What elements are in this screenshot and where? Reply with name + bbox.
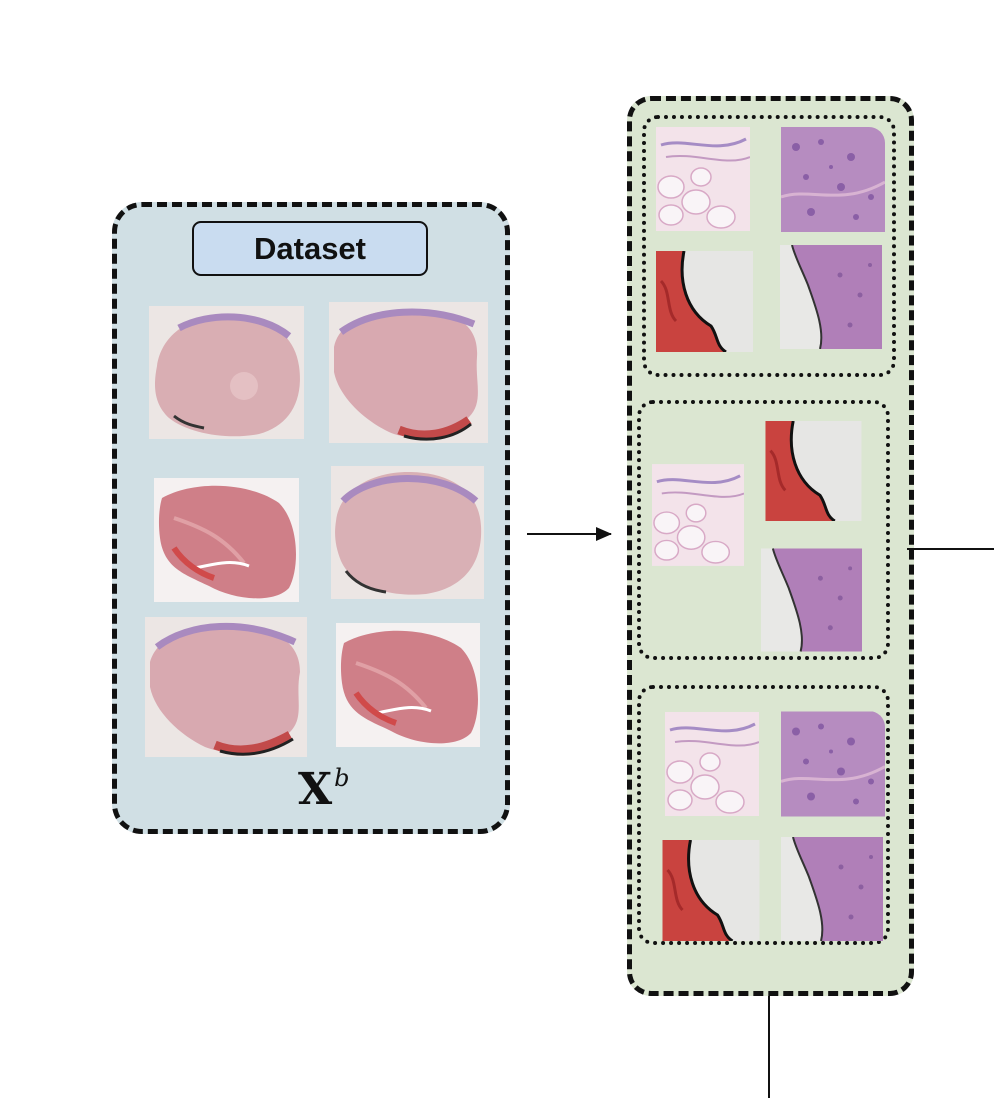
patch-adipose (656, 127, 750, 231)
patch-adipose (652, 463, 744, 567)
patch-purple-edge (761, 548, 862, 652)
arrow-line (527, 533, 611, 535)
patch-adipose (665, 712, 759, 816)
patch-red-blood (656, 251, 753, 352)
bag (637, 685, 890, 945)
slide-image (329, 302, 488, 443)
patch-dense (781, 711, 885, 817)
patch-dense (781, 127, 885, 232)
connector-line-right (907, 548, 994, 550)
slide-image (336, 623, 480, 747)
dataset-label: Dataset (192, 221, 428, 276)
dataset-symbol: Xb (298, 764, 350, 815)
arrowhead (596, 527, 612, 541)
slide-image (154, 478, 299, 602)
bag (637, 400, 890, 660)
slide-image (149, 306, 304, 439)
patch-purple-edge (780, 245, 882, 349)
slide-image (145, 617, 307, 757)
patch-red-blood (765, 421, 862, 521)
patch-purple-edge (781, 837, 883, 941)
slide-image (331, 466, 484, 599)
bag (642, 115, 896, 377)
connector-line-down (768, 996, 770, 1098)
patch-red-blood (662, 840, 760, 941)
